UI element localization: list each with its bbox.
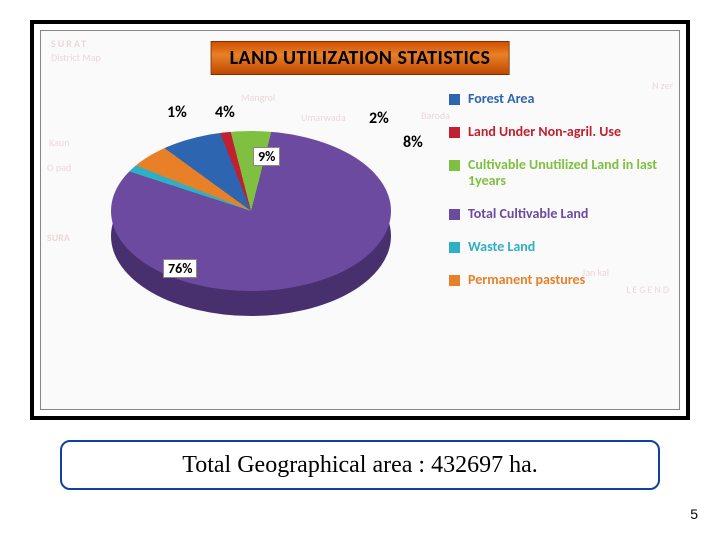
legend-item: Cultivable Unutilized Land in last 1year… (449, 157, 659, 191)
legend-label: Cultivable Unutilized Land in last 1year… (468, 157, 659, 191)
map-label: Mangrol (241, 91, 275, 104)
pie-top (111, 131, 391, 291)
map-label: Kaun (49, 136, 69, 149)
legend-item: Forest Area (449, 91, 659, 108)
pie-3d-body (111, 131, 391, 291)
legend-swatch (449, 127, 460, 138)
legend-label: Permanent pastures (468, 272, 585, 289)
map-label: O pad (47, 161, 71, 174)
footer-box: Total Geographical area : 432697 ha. (60, 440, 660, 490)
legend-item: Land Under Non-agril. Use (449, 124, 659, 141)
map-label: SURAT (51, 37, 88, 50)
pct-label-1: 1% (167, 103, 187, 122)
legend-swatch (449, 209, 460, 220)
pct-label-9: 9% (253, 147, 280, 166)
chart-title: LAND UTILIZATION STATISTICS (211, 41, 510, 75)
legend-item: Total Cultivable Land (449, 206, 659, 223)
legend-label: Land Under Non-agril. Use (468, 124, 621, 141)
chart-title-text: LAND UTILIZATION STATISTICS (230, 46, 491, 70)
legend-label: Forest Area (468, 91, 534, 108)
map-label: Umarwada (301, 111, 346, 124)
legend-item: Waste Land (449, 239, 659, 256)
legend-label: Total Cultivable Land (468, 206, 588, 223)
pct-label-8: 8% (403, 133, 423, 152)
legend-swatch (449, 242, 460, 253)
map-label: SURA (47, 231, 70, 244)
legend-swatch (449, 94, 460, 105)
legend: Forest Area Land Under Non-agril. Use Cu… (449, 91, 659, 305)
map-label: District Map (51, 51, 101, 64)
map-label: Baroda (421, 109, 450, 122)
pie-chart: 1% 4% 2% 8% 9% 76% (111, 131, 391, 351)
page-number: 5 (690, 506, 698, 522)
legend-swatch (449, 160, 460, 171)
legend-swatch (449, 275, 460, 286)
pct-label-4: 4% (215, 103, 235, 122)
chart-inner-frame: SURAT District Map Mangrol Umarwada Baro… (40, 30, 680, 410)
footer-text: Total Geographical area : 432697 ha. (182, 452, 538, 479)
chart-frame: SURAT District Map Mangrol Umarwada Baro… (30, 20, 690, 420)
pie-surface (111, 131, 391, 291)
pct-label-2: 2% (369, 109, 389, 128)
legend-item: Permanent pastures (449, 272, 659, 289)
pct-label-76: 76% (163, 259, 197, 278)
legend-label: Waste Land (468, 239, 535, 256)
